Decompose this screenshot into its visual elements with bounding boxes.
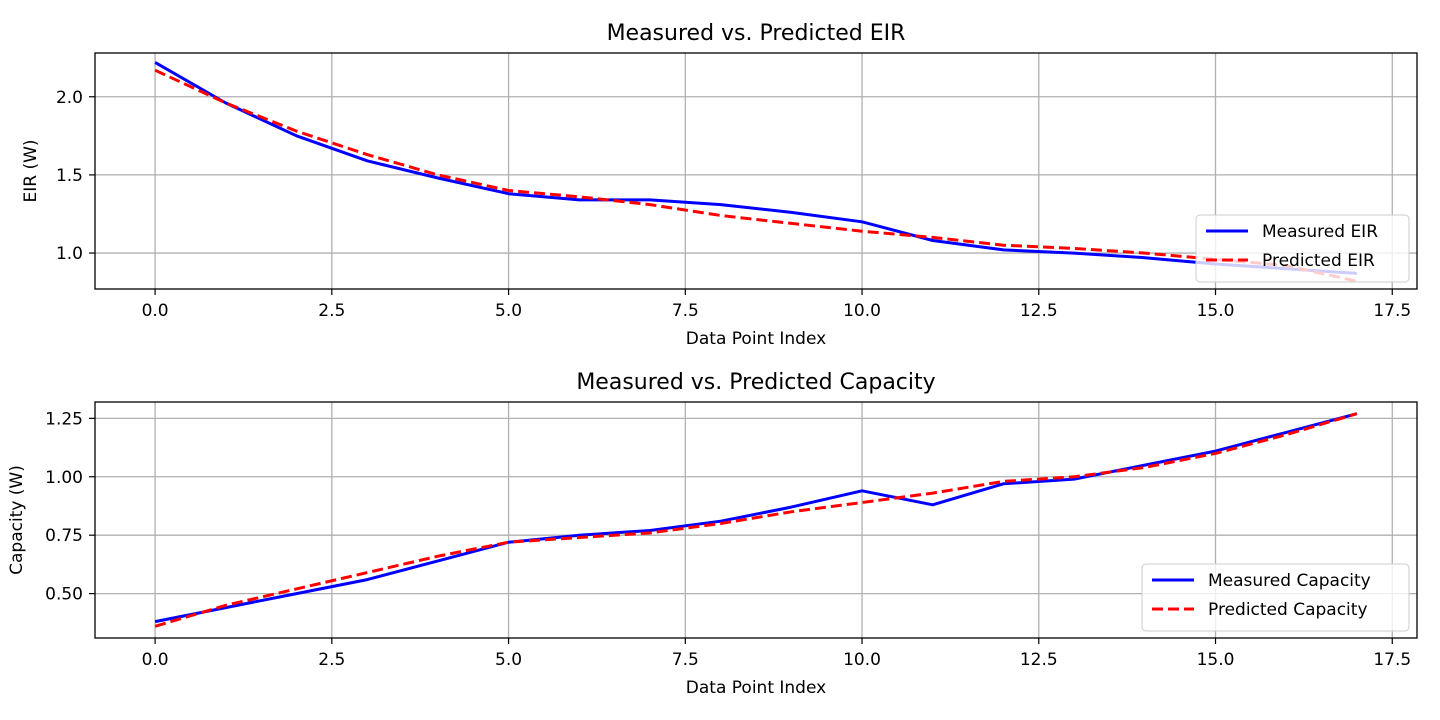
x-tick-label: 10.0 <box>843 650 881 670</box>
y-tick-label: 1.0 <box>56 244 83 264</box>
x-axis-label: Data Point Index <box>686 329 826 349</box>
x-tick-label: 0.0 <box>142 301 169 321</box>
chart-title: Measured vs. Predicted EIR <box>607 21 906 46</box>
x-tick-label: 7.5 <box>672 650 699 670</box>
legend-label: Predicted EIR <box>1262 251 1375 271</box>
x-tick-label: 7.5 <box>672 301 699 321</box>
x-tick-label: 0.0 <box>142 650 169 670</box>
x-tick-label: 12.5 <box>1020 301 1058 321</box>
y-axis-label: Capacity (W) <box>7 465 27 575</box>
x-axis-label: Data Point Index <box>686 678 826 698</box>
x-tick-label: 2.5 <box>318 301 345 321</box>
y-tick-label: 2.0 <box>56 88 83 108</box>
chart-title: Measured vs. Predicted Capacity <box>576 370 935 395</box>
legend: Measured EIR Predicted EIR <box>1195 214 1410 283</box>
legend-label: Measured Capacity <box>1208 571 1371 591</box>
y-tick-label: 0.75 <box>45 526 83 546</box>
series-line-predicted-capacity <box>154 412 1358 628</box>
x-tick-label: 17.5 <box>1373 650 1411 670</box>
series-line-measured-capacity <box>154 412 1358 624</box>
y-tick-label: 1.25 <box>45 409 83 429</box>
legend-box <box>1195 214 1410 283</box>
x-tick-label: 15.0 <box>1197 650 1235 670</box>
chart-eir: 0.0 2.5 5.0 7.5 10.0 12.5 15.0 17.5 1.0 1.5 2.0 Mea… <box>21 21 1418 349</box>
legend-box <box>1141 563 1410 632</box>
series-line-predicted-eir <box>154 68 1358 283</box>
x-tick-label: 10.0 <box>843 301 881 321</box>
y-tick-label: 0.50 <box>45 585 83 605</box>
x-tick-label: 17.5 <box>1373 301 1411 321</box>
legend-label: Measured EIR <box>1262 222 1378 242</box>
x-tick-label: 15.0 <box>1197 301 1235 321</box>
axes-frame <box>94 52 1418 290</box>
x-tick-label: 12.5 <box>1020 650 1058 670</box>
y-axis-label: EIR (W) <box>21 139 41 202</box>
chart-capacity: 0.0 2.5 5.0 7.5 10.0 12.5 15.0 17.5 0.50 0.75 1.00… <box>7 370 1418 698</box>
y-tick-label: 1.5 <box>56 166 83 186</box>
legend-label: Predicted Capacity <box>1208 600 1368 620</box>
x-tick-label: 2.5 <box>318 650 345 670</box>
axes-frame <box>94 401 1418 639</box>
series-line-measured-eir <box>154 61 1357 275</box>
x-tick-label: 5.0 <box>495 650 522 670</box>
legend: Measured Capacity Predicted Capacity <box>1141 563 1410 632</box>
y-tick-label: 1.00 <box>45 468 83 488</box>
x-tick-label: 5.0 <box>495 301 522 321</box>
